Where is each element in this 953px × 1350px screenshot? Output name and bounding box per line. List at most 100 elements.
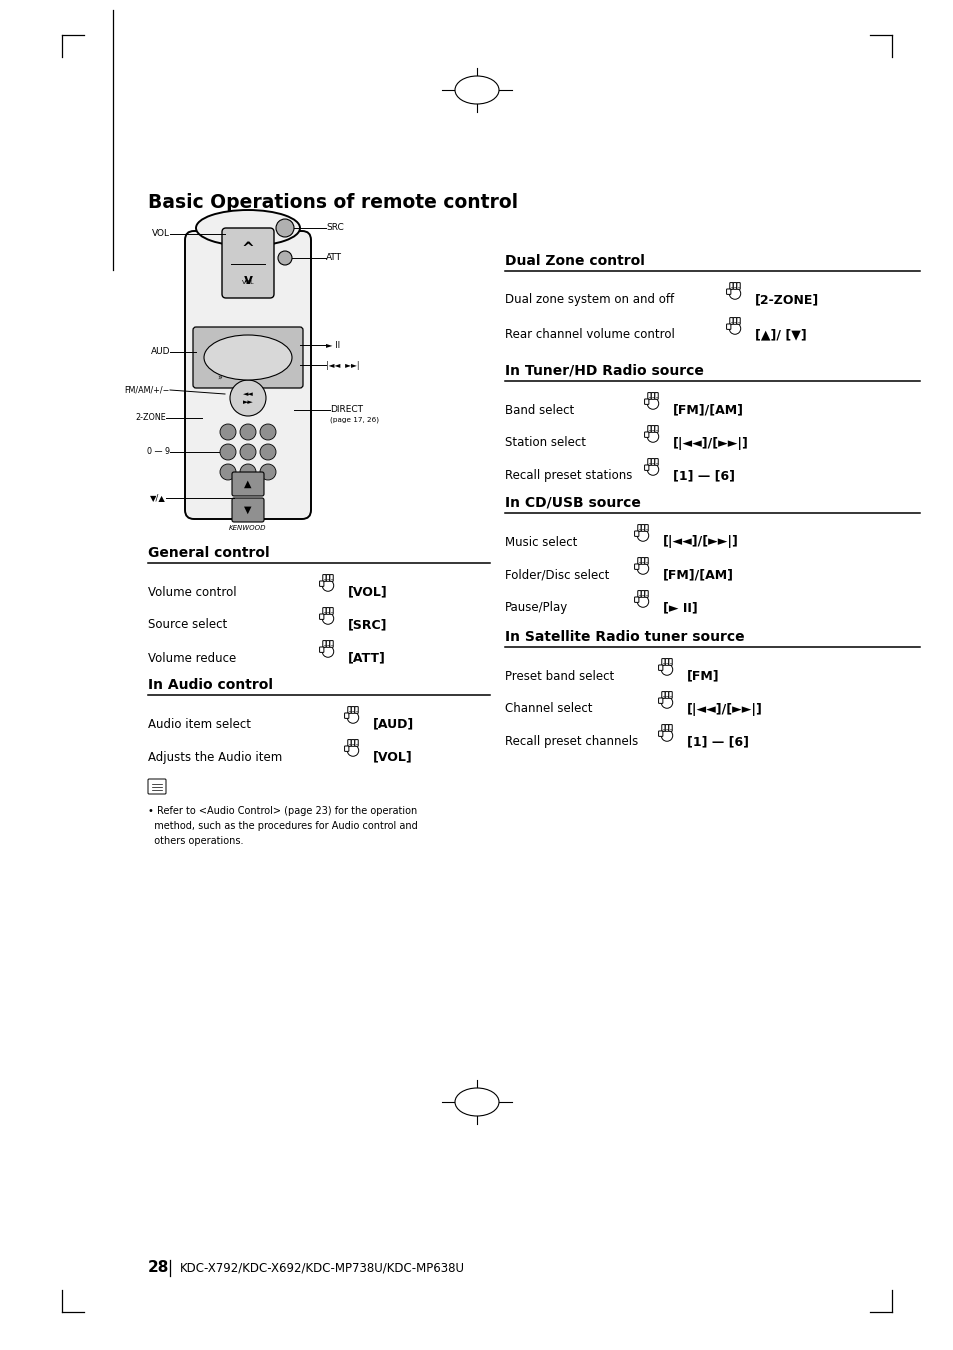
Text: [|◄◄]/[►►|]: [|◄◄]/[►►|]	[686, 702, 762, 716]
Text: [|◄◄]/[►►|]: [|◄◄]/[►►|]	[662, 536, 739, 548]
Circle shape	[728, 288, 740, 300]
FancyBboxPatch shape	[668, 691, 672, 698]
Circle shape	[728, 323, 740, 335]
FancyBboxPatch shape	[651, 393, 654, 400]
FancyBboxPatch shape	[634, 564, 639, 570]
FancyBboxPatch shape	[647, 459, 651, 466]
Text: General control: General control	[148, 545, 270, 560]
Circle shape	[240, 424, 255, 440]
Text: Station select: Station select	[504, 436, 585, 450]
Circle shape	[637, 529, 648, 541]
Text: SRC: SRC	[326, 224, 343, 232]
FancyBboxPatch shape	[326, 641, 330, 647]
Text: ^: ^	[241, 240, 254, 255]
Text: 0 — 9: 0 — 9	[147, 447, 170, 456]
Circle shape	[277, 251, 292, 265]
Text: ► II: ► II	[326, 340, 340, 350]
FancyBboxPatch shape	[644, 558, 647, 564]
FancyBboxPatch shape	[634, 531, 639, 536]
FancyBboxPatch shape	[651, 459, 654, 466]
FancyBboxPatch shape	[326, 608, 330, 614]
Text: 28: 28	[148, 1261, 170, 1276]
Text: [► II]: [► II]	[662, 602, 697, 614]
Ellipse shape	[455, 1088, 498, 1116]
FancyBboxPatch shape	[736, 317, 740, 324]
FancyBboxPatch shape	[330, 641, 333, 647]
FancyBboxPatch shape	[344, 713, 349, 718]
Circle shape	[260, 444, 275, 460]
Text: [FM]: [FM]	[686, 670, 719, 683]
Text: v: v	[243, 273, 253, 288]
Text: Channel select: Channel select	[504, 702, 592, 716]
Text: In Satellite Radio tuner source: In Satellite Radio tuner source	[504, 630, 744, 644]
Text: ▼: ▼	[244, 505, 252, 514]
Text: ►►: ►►	[242, 400, 253, 405]
FancyBboxPatch shape	[640, 525, 644, 532]
Text: In Tuner/HD Radio source: In Tuner/HD Radio source	[504, 364, 703, 378]
Text: Folder/Disc select: Folder/Disc select	[504, 568, 609, 582]
Text: Preset band select: Preset band select	[504, 670, 614, 683]
FancyBboxPatch shape	[351, 740, 355, 747]
FancyBboxPatch shape	[647, 425, 651, 432]
FancyBboxPatch shape	[654, 459, 658, 466]
Circle shape	[260, 464, 275, 481]
Text: In Audio control: In Audio control	[148, 678, 273, 693]
FancyBboxPatch shape	[348, 706, 351, 713]
Text: [FM]/[AM]: [FM]/[AM]	[672, 404, 743, 417]
Text: ATT: ATT	[326, 254, 341, 262]
Circle shape	[646, 464, 658, 475]
Text: [VOL]: [VOL]	[348, 586, 387, 598]
Circle shape	[322, 613, 334, 624]
FancyBboxPatch shape	[661, 725, 664, 732]
Text: In CD/USB source: In CD/USB source	[504, 495, 640, 510]
FancyBboxPatch shape	[634, 597, 639, 602]
FancyBboxPatch shape	[330, 575, 333, 582]
FancyBboxPatch shape	[733, 282, 736, 289]
Circle shape	[660, 730, 672, 741]
Text: [FM]/[AM]: [FM]/[AM]	[662, 568, 733, 582]
Text: FM/AM/+/−: FM/AM/+/−	[125, 386, 170, 394]
Text: (page 17, 26): (page 17, 26)	[330, 417, 378, 424]
Text: ◄◄: ◄◄	[242, 392, 253, 397]
FancyBboxPatch shape	[736, 282, 740, 289]
Circle shape	[220, 424, 235, 440]
Circle shape	[637, 595, 648, 608]
FancyBboxPatch shape	[664, 659, 668, 666]
Circle shape	[220, 444, 235, 460]
Text: Dual zone system on and off: Dual zone system on and off	[504, 293, 674, 306]
FancyBboxPatch shape	[647, 393, 651, 400]
FancyBboxPatch shape	[664, 691, 668, 698]
FancyBboxPatch shape	[638, 558, 640, 564]
Text: VOL: VOL	[241, 279, 254, 285]
FancyBboxPatch shape	[148, 779, 166, 794]
FancyBboxPatch shape	[644, 400, 648, 405]
Text: Music select: Music select	[504, 536, 577, 548]
Text: AUD: AUD	[151, 347, 170, 356]
FancyBboxPatch shape	[661, 659, 664, 666]
Text: Pause/Play: Pause/Play	[504, 602, 568, 614]
FancyBboxPatch shape	[654, 425, 658, 432]
Circle shape	[220, 464, 235, 481]
Circle shape	[240, 464, 255, 481]
Text: [▲]/ [▼]: [▲]/ [▼]	[754, 328, 806, 342]
FancyBboxPatch shape	[322, 575, 326, 582]
FancyBboxPatch shape	[644, 464, 648, 470]
FancyBboxPatch shape	[355, 740, 358, 747]
FancyBboxPatch shape	[640, 558, 644, 564]
FancyBboxPatch shape	[232, 498, 264, 522]
Text: DIRECT: DIRECT	[330, 405, 363, 414]
Ellipse shape	[195, 211, 299, 246]
Text: Recall preset channels: Recall preset channels	[504, 736, 638, 748]
Text: Rear channel volume control: Rear channel volume control	[504, 328, 674, 342]
Circle shape	[275, 219, 294, 238]
FancyBboxPatch shape	[222, 228, 274, 298]
Text: [2-ZONE]: [2-ZONE]	[754, 293, 819, 306]
FancyBboxPatch shape	[322, 641, 326, 647]
Ellipse shape	[204, 335, 292, 379]
FancyBboxPatch shape	[726, 289, 730, 294]
FancyBboxPatch shape	[654, 393, 658, 400]
Text: |◄◄  ►►|: |◄◄ ►►|	[326, 360, 359, 370]
Text: [|◄◄]/[►►|]: [|◄◄]/[►►|]	[672, 436, 748, 450]
Text: ▲: ▲	[244, 479, 252, 489]
Text: 2-ZONE: 2-ZONE	[135, 413, 166, 423]
